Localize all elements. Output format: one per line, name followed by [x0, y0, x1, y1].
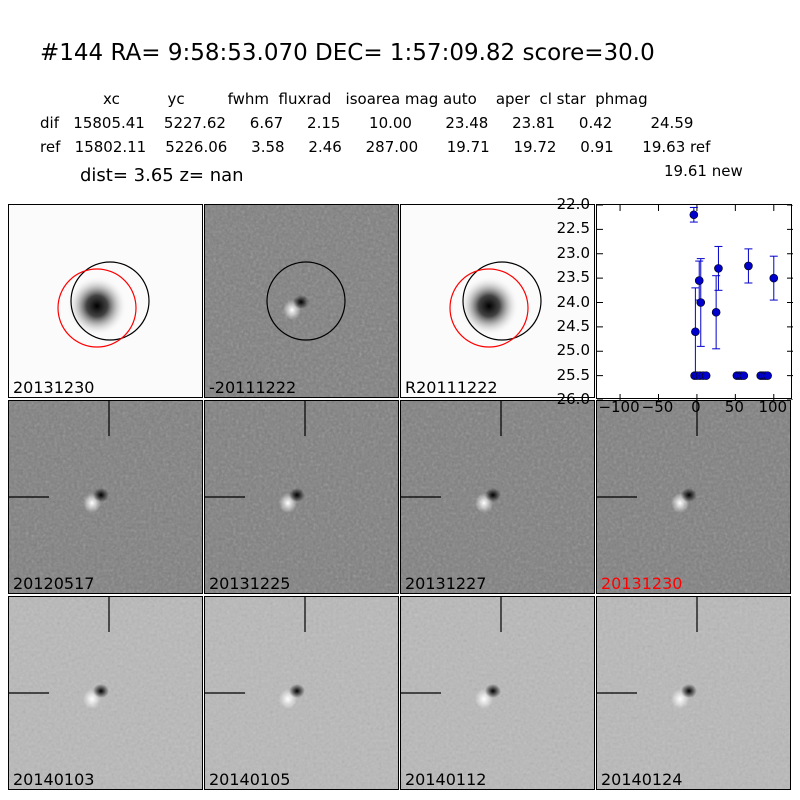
- y-tick-label: 25.0: [556, 341, 590, 360]
- y-tick-label: 23.0: [556, 243, 590, 262]
- y-tick-label: 25.5: [556, 365, 590, 384]
- panel-date-label: 20140124: [601, 770, 683, 789]
- diff-negative: [681, 488, 697, 502]
- table-header: xc yc fwhm fluxrad isoarea mag auto aper…: [103, 90, 648, 108]
- data-point: [689, 210, 699, 220]
- data-point: [711, 307, 721, 317]
- aperture-circle-black: [70, 261, 150, 341]
- x-tick-label: 100: [758, 398, 788, 416]
- light-curve-plot: [597, 204, 793, 401]
- x-tick-label: 50: [724, 398, 744, 416]
- y-tick-label: 22.5: [556, 219, 590, 238]
- image-panel: 20131225: [204, 400, 399, 594]
- image-panel: 20140124: [596, 596, 791, 790]
- data-point: [769, 273, 779, 283]
- diff-negative: [485, 488, 501, 502]
- diff-negative: [485, 684, 501, 698]
- diff-negative: [289, 488, 305, 502]
- aperture-circle-red: [449, 268, 529, 348]
- x-tick-label: 0: [691, 398, 701, 416]
- image-panel: 20131230: [596, 400, 791, 594]
- data-point: [739, 371, 749, 380]
- data-point: [744, 261, 753, 271]
- panel-date-label: -20111222: [209, 378, 297, 397]
- aperture-circle-black: [266, 261, 346, 341]
- data-point: [691, 327, 700, 337]
- diff-negative: [93, 488, 109, 502]
- panel-date-label: 20131225: [209, 574, 291, 593]
- image-panel: -20111222: [204, 204, 399, 398]
- light-curve-chart: [596, 204, 793, 401]
- diff-negative: [93, 684, 109, 698]
- y-tick-label: 24.5: [556, 316, 590, 335]
- panel-date-label: R20111222: [405, 378, 498, 397]
- data-point: [696, 298, 706, 307]
- data-point: [714, 264, 723, 273]
- y-tick-label: 24.0: [556, 292, 590, 311]
- data-point: [763, 371, 772, 380]
- panel-date-label: 20131227: [405, 574, 487, 593]
- panel-date-label: 20131230: [601, 574, 683, 593]
- image-panel: 20120517: [8, 400, 203, 594]
- y-tick-label: 26.0: [556, 390, 590, 408]
- diff-negative: [293, 295, 309, 309]
- panel-date-label: 20140103: [13, 770, 95, 789]
- new-mag-note: 19.61 new: [664, 162, 743, 180]
- star-source: [459, 276, 519, 336]
- x-tick-label: −50: [641, 398, 674, 416]
- panel-date-label: 20131230: [13, 378, 95, 397]
- image-panel: 20140112: [400, 596, 595, 790]
- x-tick-label: −100: [598, 398, 640, 416]
- distance-line: dist= 3.65 z= nan: [80, 165, 244, 186]
- aperture-circle-red: [57, 268, 137, 348]
- image-panel: 20140105: [204, 596, 399, 790]
- panel-date-label: 20140105: [209, 770, 291, 789]
- star-source: [67, 276, 127, 336]
- image-panel: 20131230: [8, 204, 203, 398]
- dif-row: dif 15805.41 5227.62 6.67 2.15 10.00 23.…: [40, 114, 694, 132]
- panel-date-label: 20140112: [405, 770, 487, 789]
- page-title: #144 RA= 9:58:53.070 DEC= 1:57:09.82 sco…: [40, 40, 655, 66]
- data-point: [701, 371, 711, 380]
- aperture-circle-black: [462, 261, 542, 341]
- y-tick-label: 22.0: [556, 195, 590, 213]
- ref-row: ref 15802.11 5226.06 3.58 2.46 287.00 19…: [40, 138, 711, 156]
- data-point: [694, 276, 704, 285]
- diff-negative: [681, 684, 697, 698]
- image-panel: R20111222: [400, 204, 595, 398]
- y-tick-label: 23.5: [556, 268, 590, 287]
- panel-date-label: 20120517: [13, 574, 95, 593]
- image-panel: 20131227: [400, 400, 595, 594]
- image-panel: 20140103: [8, 596, 203, 790]
- diff-negative: [289, 684, 305, 698]
